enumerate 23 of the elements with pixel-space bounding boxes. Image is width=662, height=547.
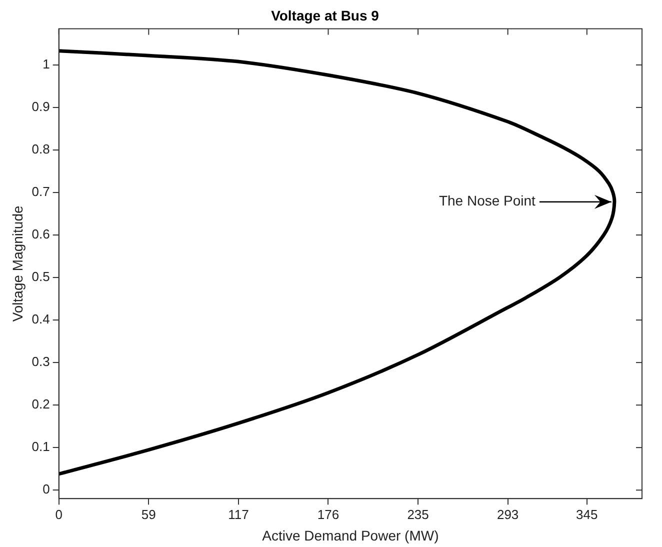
annotation: The Nose Point	[438, 192, 536, 209]
x-tick-label: 345	[576, 506, 598, 522]
x-tick-label: 235	[407, 506, 429, 522]
x-tick-label: 59	[141, 506, 156, 522]
y-tick-label: 0.7	[32, 184, 50, 200]
y-tick-label: 0.3	[32, 354, 50, 370]
y-axis-title: Voltage Magnitude	[9, 206, 26, 322]
y-tick-label: 0.6	[32, 226, 50, 242]
x-tick-label: 293	[496, 506, 519, 522]
x-axis-title: Active Demand Power (MW)	[262, 527, 439, 544]
chart-title: Voltage at Bus 9	[271, 7, 380, 24]
y-tick-label: 0	[42, 482, 50, 497]
y-tick-label: 0.2	[32, 396, 50, 412]
y-tick-label: 0.1	[32, 439, 50, 454]
y-tick-label: 1	[42, 56, 50, 72]
line-series	[58, 49, 616, 476]
x-tick-label: 0	[55, 506, 62, 522]
x-tick-label: 117	[228, 506, 249, 522]
y-tick-label: 0.5	[32, 269, 50, 284]
y-tick-label: 0.8	[32, 142, 50, 157]
y-tick-label: 0.4	[32, 312, 50, 327]
x-tick-label: 176	[317, 506, 340, 522]
y-tick-label: 0.9	[32, 99, 50, 114]
